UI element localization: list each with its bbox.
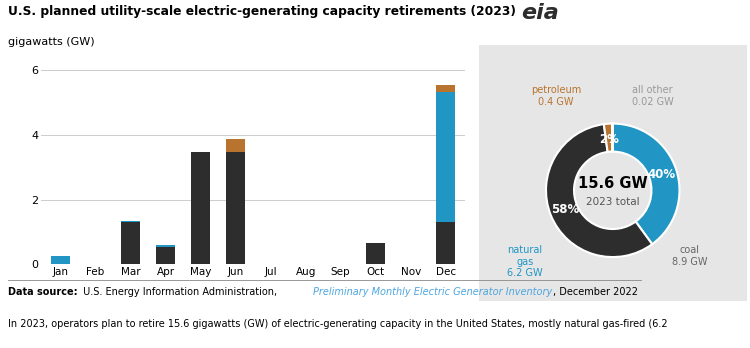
- Bar: [156, 245, 176, 247]
- Bar: [436, 222, 455, 264]
- Text: natural
gas
6.2 GW: natural gas 6.2 GW: [507, 245, 542, 278]
- Text: petroleum
0.4 GW: petroleum 0.4 GW: [531, 85, 581, 107]
- Text: , December 2022: , December 2022: [554, 287, 638, 297]
- Text: In 2023, operators plan to retire 15.6 gigawatts (GW) of electric-generating cap: In 2023, operators plan to retire 15.6 g…: [8, 319, 668, 329]
- Text: 15.6 GW: 15.6 GW: [578, 176, 647, 191]
- Text: coal
8.9 GW: coal 8.9 GW: [672, 245, 707, 267]
- Bar: [226, 139, 245, 152]
- Text: gigawatts (GW): gigawatts (GW): [8, 37, 94, 47]
- Text: 2023 total: 2023 total: [586, 197, 640, 207]
- Text: U.S. planned utility-scale electric-generating capacity retirements (2023): U.S. planned utility-scale electric-gene…: [8, 5, 515, 18]
- Bar: [436, 92, 455, 222]
- Text: 58%: 58%: [550, 203, 579, 216]
- Bar: [121, 221, 140, 222]
- Bar: [226, 152, 245, 264]
- Text: Data source:: Data source:: [8, 287, 77, 297]
- Text: eia: eia: [521, 3, 559, 23]
- Text: U.S. Energy Information Administration,: U.S. Energy Information Administration,: [80, 287, 280, 297]
- Text: Preliminary Monthly Electric Generator Inventory: Preliminary Monthly Electric Generator I…: [314, 287, 553, 297]
- Wedge shape: [613, 124, 680, 244]
- Text: all other
0.02 GW: all other 0.02 GW: [632, 85, 674, 107]
- Bar: [436, 85, 455, 92]
- Wedge shape: [604, 124, 613, 152]
- Bar: [366, 243, 386, 264]
- Text: 2%: 2%: [599, 133, 619, 145]
- Bar: [156, 247, 176, 264]
- Bar: [51, 256, 70, 264]
- Bar: [121, 222, 140, 264]
- Text: 40%: 40%: [647, 168, 676, 181]
- Bar: [191, 152, 210, 264]
- Wedge shape: [546, 124, 652, 257]
